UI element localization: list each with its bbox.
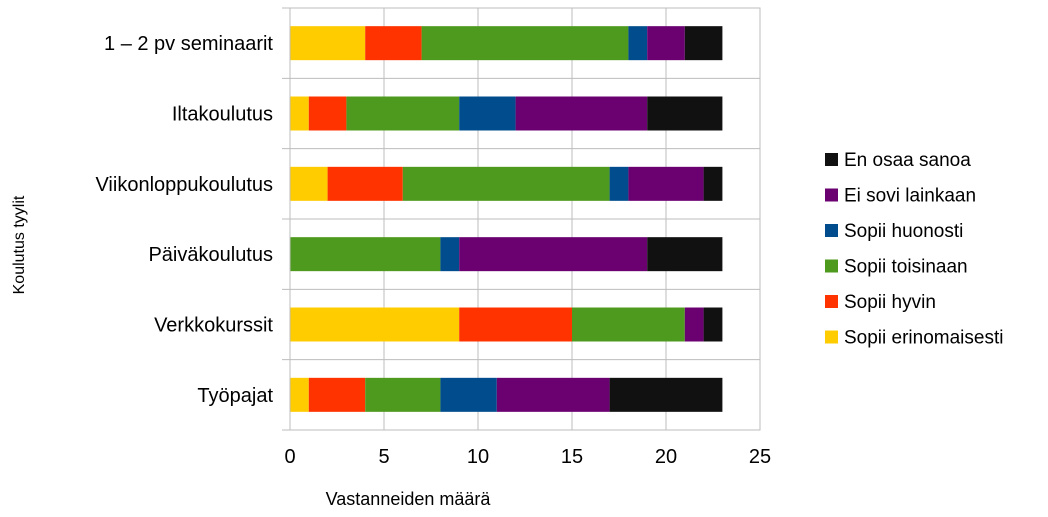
x-tick-label: 15 bbox=[561, 446, 583, 468]
x-tick-label: 0 bbox=[284, 446, 295, 468]
x-axis-label: Vastanneiden määrä bbox=[326, 489, 492, 509]
bar-segment-4-2 bbox=[572, 307, 685, 342]
legend-swatch bbox=[825, 188, 838, 202]
bar-segment-4-1 bbox=[459, 307, 572, 342]
bar-segment-5-0 bbox=[290, 377, 309, 412]
legend-label: Sopii toisinaan bbox=[844, 257, 968, 278]
bar-segment-0-2 bbox=[421, 26, 629, 61]
bar-segment-5-2 bbox=[365, 377, 441, 412]
y-axis-label: Koulutus tyylit bbox=[11, 195, 28, 294]
bar-segment-1-1 bbox=[308, 96, 347, 131]
bar-segment-0-5 bbox=[684, 26, 723, 61]
legend-swatch bbox=[825, 153, 838, 166]
bar-segment-1-5 bbox=[647, 96, 723, 131]
category-label: 1 – 2 pv seminaarit bbox=[104, 33, 273, 55]
bar-segment-2-5 bbox=[703, 166, 723, 201]
bar-segment-3-2 bbox=[290, 237, 441, 272]
category-label: Työpajat bbox=[197, 385, 273, 407]
category-label: Päiväkoulutus bbox=[148, 244, 273, 266]
legend-swatch bbox=[825, 295, 838, 308]
x-tick-labels: 0 5 10 15 20 25 bbox=[284, 446, 771, 468]
legend-label: Sopii huonosti bbox=[844, 221, 963, 242]
bar-segment-3-5 bbox=[647, 237, 723, 272]
category-labels: 1 – 2 pv seminaarit Iltakoulutus Viikonlop… bbox=[95, 33, 273, 407]
bar-segment-5-5 bbox=[609, 377, 723, 412]
bar-segment-3-4 bbox=[459, 237, 648, 272]
legend-label: Sopii hyvin bbox=[844, 292, 936, 313]
legend-swatch bbox=[825, 259, 838, 273]
bar-segment-4-4 bbox=[684, 307, 704, 342]
legend-swatch bbox=[825, 224, 838, 237]
x-tick-label: 25 bbox=[749, 446, 771, 468]
bar-segment-5-3 bbox=[440, 377, 497, 412]
bars bbox=[290, 26, 723, 412]
x-tick-label: 5 bbox=[378, 446, 389, 468]
bar-segment-1-3 bbox=[459, 96, 516, 131]
bar-segment-0-4 bbox=[647, 26, 685, 61]
plot-frame bbox=[289, 7, 761, 431]
bar-segment-0-1 bbox=[365, 26, 422, 61]
axes bbox=[289, 7, 761, 431]
bar-segment-1-2 bbox=[346, 96, 460, 131]
legend: En osaa sanoa Ei sovi lainkaan Sopii huono… bbox=[825, 150, 1003, 349]
bar-segment-1-4 bbox=[515, 96, 648, 131]
category-label: Viikonloppukoulutus bbox=[95, 174, 273, 196]
x-tick-label: 20 bbox=[655, 446, 677, 468]
category-label: Verkkokurssit bbox=[154, 315, 273, 337]
grid-lines bbox=[282, 7, 761, 431]
bar-segment-4-5 bbox=[703, 307, 723, 342]
bar-segment-3-3 bbox=[440, 237, 460, 272]
category-label: Iltakoulutus bbox=[172, 104, 273, 126]
bar-segment-2-1 bbox=[327, 166, 403, 201]
bar-segment-2-0 bbox=[290, 166, 328, 201]
legend-label: Ei sovi lainkaan bbox=[844, 186, 976, 207]
bar-segment-2-2 bbox=[402, 166, 610, 201]
bar-segment-0-3 bbox=[628, 26, 648, 61]
legend-label: En osaa sanoa bbox=[844, 150, 971, 171]
legend-label: Sopii erinomaisesti bbox=[844, 328, 1003, 349]
bar-segment-0-0 bbox=[290, 26, 366, 61]
x-tick-label: 10 bbox=[467, 446, 489, 468]
bar-segment-5-1 bbox=[308, 377, 366, 412]
legend-swatch bbox=[825, 330, 838, 344]
bar-segment-2-4 bbox=[628, 166, 704, 201]
bar-segment-4-0 bbox=[290, 307, 460, 342]
bar-segment-2-3 bbox=[609, 166, 629, 201]
bar-segment-1-0 bbox=[290, 96, 309, 131]
bar-segment-5-4 bbox=[496, 377, 610, 412]
